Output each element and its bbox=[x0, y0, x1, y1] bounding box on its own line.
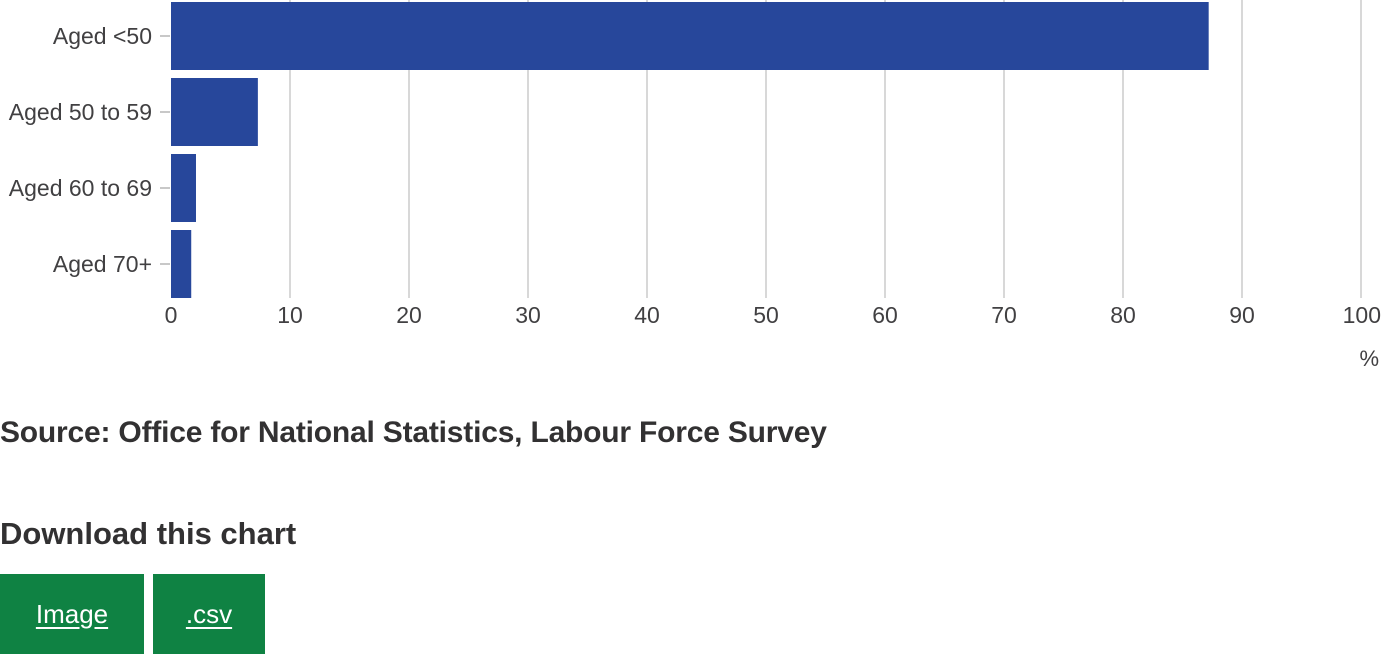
x-tick-label: 90 bbox=[1229, 302, 1255, 328]
category-label: Aged <50 bbox=[53, 23, 152, 49]
bar bbox=[171, 230, 192, 298]
bar bbox=[171, 78, 258, 146]
x-tick-label: 40 bbox=[634, 302, 660, 328]
category-label: Aged 50 to 59 bbox=[9, 99, 152, 125]
bar bbox=[171, 2, 1209, 70]
x-tick-label: 100 bbox=[1343, 302, 1381, 328]
download-csv-button[interactable]: .csv bbox=[153, 574, 265, 654]
x-tick-label: 60 bbox=[872, 302, 898, 328]
x-tick-label: 30 bbox=[515, 302, 541, 328]
x-tick-label: 20 bbox=[396, 302, 422, 328]
x-tick-label: 10 bbox=[277, 302, 303, 328]
category-label: Aged 60 to 69 bbox=[9, 175, 152, 201]
bar-chart: Aged <50 Aged 50 to 59 Aged 60 to 69 Aged 7… bbox=[9, 0, 1381, 371]
x-tick-label: 50 bbox=[753, 302, 779, 328]
x-tick-label: 80 bbox=[1110, 302, 1136, 328]
download-heading: Download this chart bbox=[0, 516, 297, 551]
download-image-button[interactable]: Image bbox=[0, 574, 144, 654]
bar bbox=[171, 154, 196, 222]
x-tick-label: 0 bbox=[165, 302, 178, 328]
category-label: Aged 70+ bbox=[53, 251, 152, 277]
x-axis-label: % bbox=[1359, 346, 1379, 371]
x-tick-label: 70 bbox=[991, 302, 1017, 328]
chart-source: Source: Office for National Statistics, … bbox=[0, 416, 827, 449]
